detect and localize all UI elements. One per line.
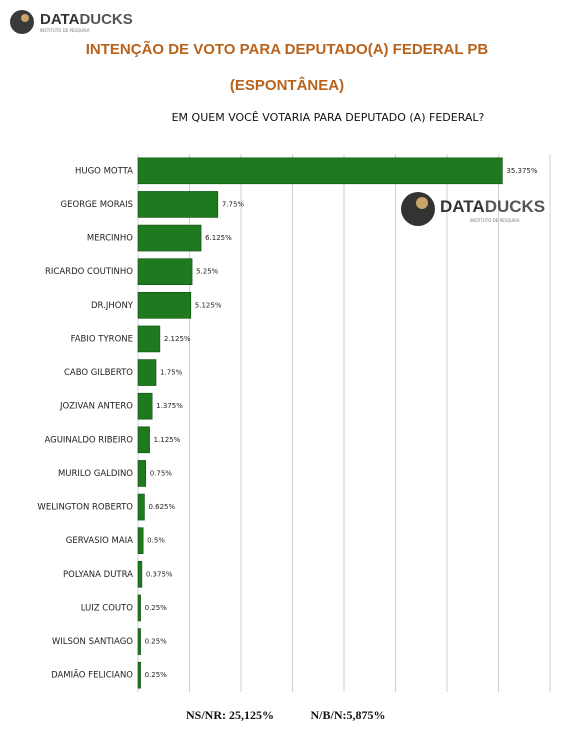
logo-brand-b: DUCKS xyxy=(79,11,132,28)
y-tick-label: WELINGTON ROBERTO xyxy=(37,503,133,513)
bar xyxy=(137,493,145,521)
y-tick-label: DR.JHONY xyxy=(91,301,134,311)
value-label: 35.375% xyxy=(506,167,537,175)
bar xyxy=(137,224,202,252)
value-label: 0.75% xyxy=(150,469,173,477)
logo-brand-a: DATA xyxy=(40,11,80,28)
y-tick-label: GERVASIO MAIA xyxy=(66,536,133,546)
value-label: 0.5% xyxy=(147,537,165,545)
chart-title-line2: (ESPONTÂNEA) xyxy=(230,76,344,94)
logo-tagline: INSTITUTO DE PESQUISA xyxy=(40,28,90,33)
y-tick-label: FABIO TYRONE xyxy=(71,334,133,344)
bar xyxy=(137,426,150,454)
bar xyxy=(137,359,157,386)
bar xyxy=(137,594,141,622)
y-tick-label: AGUINALDO RIBEIRO xyxy=(44,435,133,445)
value-label: 0.375% xyxy=(146,570,173,578)
bar xyxy=(137,258,193,285)
value-label: 0.625% xyxy=(148,503,175,511)
y-tick-label: POLYANA DUTRA xyxy=(63,570,133,580)
value-label: 2.125% xyxy=(164,335,191,343)
value-label: 1.125% xyxy=(154,436,181,444)
bar xyxy=(137,628,141,655)
value-label: 0.25% xyxy=(145,671,168,679)
value-label: 1.75% xyxy=(160,369,183,377)
chart-subtitle: EM QUEM VOCÊ VOTARIA PARA DEPUTADO (A) F… xyxy=(172,111,485,124)
value-label: 0.25% xyxy=(145,638,168,646)
y-tick-label: HUGO MOTTA xyxy=(75,166,133,176)
y-tick-label: RICARDO COUTINHO xyxy=(45,267,133,277)
value-label: 0.25% xyxy=(145,604,168,612)
y-tick-label: LUIZ COUTO xyxy=(81,603,134,613)
bar xyxy=(137,392,153,420)
bar xyxy=(137,561,143,588)
bar xyxy=(137,325,161,353)
y-tick-label: CABO GILBERTO xyxy=(64,368,133,378)
value-label: 5.125% xyxy=(195,301,222,309)
y-tick-label: JOZIVAN ANTERO xyxy=(59,402,133,412)
watermark-logo: DATADUCKS INSTITUTO DE PESQUISA xyxy=(401,192,545,226)
footer-nbn: N/B/N:5,875% xyxy=(311,708,386,722)
logo-tagline: INSTITUTO DE PESQUISA xyxy=(470,218,520,223)
logo-icon xyxy=(10,10,34,34)
logo-icon-detail xyxy=(416,197,428,209)
y-tick-label: MERCINHO xyxy=(87,234,133,244)
y-tick-label: WILSON SANTIAGO xyxy=(52,637,133,647)
bar xyxy=(137,460,147,487)
value-label: 1.375% xyxy=(156,402,183,410)
bar xyxy=(137,527,144,554)
value-label: 7.75% xyxy=(222,200,245,208)
logo-text: DATADUCKS xyxy=(440,197,545,216)
logo-brand-b: DUCKS xyxy=(485,197,545,216)
y-tick-label: MURILO GALDINO xyxy=(58,469,133,479)
footer-ns-nr: NS/NR: 25,125% xyxy=(186,708,274,722)
y-tick-label: DAMIÃO FELICIANO xyxy=(51,670,133,681)
bar xyxy=(137,157,503,185)
logo-icon-detail xyxy=(21,14,29,22)
value-label: 5.25% xyxy=(196,268,219,276)
logo-icon xyxy=(401,192,435,226)
y-tick-label: GEORGE MORAIS xyxy=(60,200,133,210)
bar xyxy=(137,661,141,689)
bar xyxy=(137,191,219,218)
chart-title: INTENÇÃO DE VOTO PARA DEPUTADO(A) FEDERA… xyxy=(86,40,489,58)
bar xyxy=(137,292,192,319)
logo-brand-a: DATA xyxy=(440,197,485,216)
value-label: 6.125% xyxy=(205,234,232,242)
logo-text: DATADUCKS xyxy=(40,11,133,28)
